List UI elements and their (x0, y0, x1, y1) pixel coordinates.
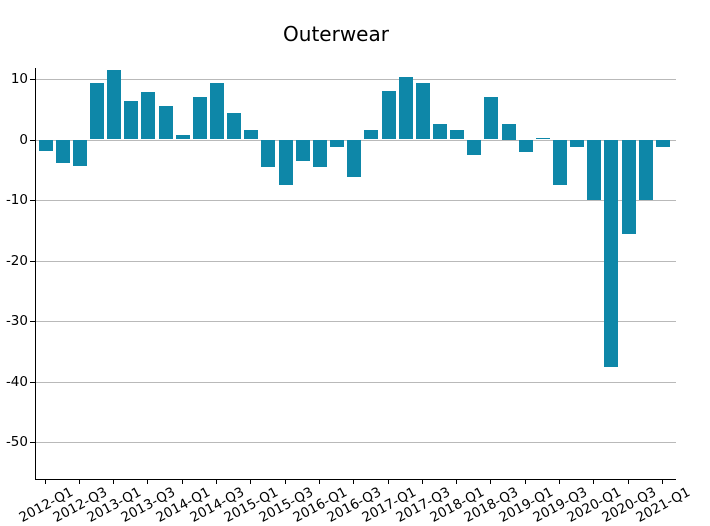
y-axis-label: -50 (5, 434, 28, 450)
bar-2020-Q1 (587, 139, 602, 200)
bar-2012-Q1 (38, 139, 53, 151)
gridline-y--50 (36, 442, 676, 443)
bar-2021-Q1 (655, 139, 670, 148)
y-tick-mark (30, 200, 35, 201)
gridline-y-10 (36, 79, 676, 80)
bar-2017-Q4 (432, 123, 447, 140)
x-tick-mark (353, 480, 355, 484)
x-tick-mark (524, 480, 526, 484)
x-tick-mark (559, 480, 560, 484)
bar-2012-Q3 (72, 139, 87, 167)
bar-2015-Q2 (261, 139, 276, 168)
bar-2020-Q3 (621, 139, 636, 235)
bar-2019-Q4 (570, 139, 585, 147)
bar-2016-Q2 (330, 139, 345, 147)
y-axis-label: -40 (5, 373, 28, 390)
gridline-y--40 (36, 381, 676, 383)
bar-2014-Q4 (227, 112, 242, 140)
bar-2016-Q1 (312, 139, 327, 167)
bar-2019-Q2 (535, 137, 550, 140)
x-tick-mark (113, 480, 115, 484)
y-axis-label: -20 (5, 252, 28, 269)
y-tick-mark (30, 79, 35, 80)
x-tick-mark (216, 480, 217, 484)
bar-2016-Q3 (347, 139, 362, 177)
bar-2017-Q3 (415, 82, 430, 140)
bar-2014-Q1 (175, 135, 190, 140)
bar-2019-Q3 (553, 139, 567, 185)
x-tick-mark (78, 480, 80, 484)
bar-2020-Q4 (638, 139, 653, 200)
x-tick-mark (593, 480, 595, 484)
bar-2013-Q2 (124, 101, 139, 140)
bar-2014-Q3 (210, 83, 224, 140)
bar-2013-Q1 (107, 69, 122, 140)
bar-2015-Q3 (278, 139, 293, 186)
gridline-y--10 (36, 200, 676, 201)
gridline-y--20 (36, 260, 676, 262)
x-tick-mark (44, 480, 46, 484)
x-tick-mark (318, 480, 320, 484)
x-tick-mark (421, 480, 423, 484)
y-tick-mark (30, 139, 35, 141)
x-tick-mark (181, 480, 183, 484)
bar-2018-Q4 (501, 124, 516, 140)
bar-2020-Q2 (604, 139, 619, 367)
bar-2013-Q4 (158, 105, 173, 140)
bar-2016-Q4 (364, 130, 379, 140)
x-tick-mark (627, 480, 629, 484)
bar-2017-Q2 (398, 76, 413, 140)
bar-2018-Q2 (467, 139, 482, 156)
y-axis-label: -30 (5, 313, 28, 329)
x-tick-mark (456, 480, 458, 484)
bar-2013-Q3 (141, 91, 156, 140)
chart-title: Outerwear (283, 22, 389, 46)
bar-2018-Q3 (484, 97, 499, 140)
bar-2015-Q1 (244, 130, 259, 140)
y-tick-mark (30, 260, 35, 262)
x-tick-mark (284, 480, 286, 484)
bar-2012-Q2 (55, 139, 70, 164)
x-tick-mark (250, 480, 252, 484)
x-tick-mark (661, 480, 663, 484)
x-tick-mark (387, 480, 389, 484)
y-axis-label: 10 (10, 71, 28, 87)
bar-2014-Q2 (192, 96, 207, 140)
bar-2017-Q1 (381, 91, 396, 140)
y-axis-label: 0 (19, 131, 28, 148)
y-tick-mark (30, 442, 35, 443)
bar-2015-Q4 (295, 139, 310, 162)
y-axis-label: -10 (5, 192, 28, 208)
bar-2012-Q4 (89, 82, 104, 140)
plot-area (35, 68, 676, 480)
x-tick-mark (490, 480, 492, 484)
y-tick-mark (30, 321, 35, 322)
y-tick-mark (30, 381, 35, 383)
gridline-y--30 (36, 321, 676, 322)
x-tick-mark (147, 480, 149, 484)
bar-2019-Q1 (518, 139, 533, 152)
bar-2018-Q1 (450, 130, 465, 140)
